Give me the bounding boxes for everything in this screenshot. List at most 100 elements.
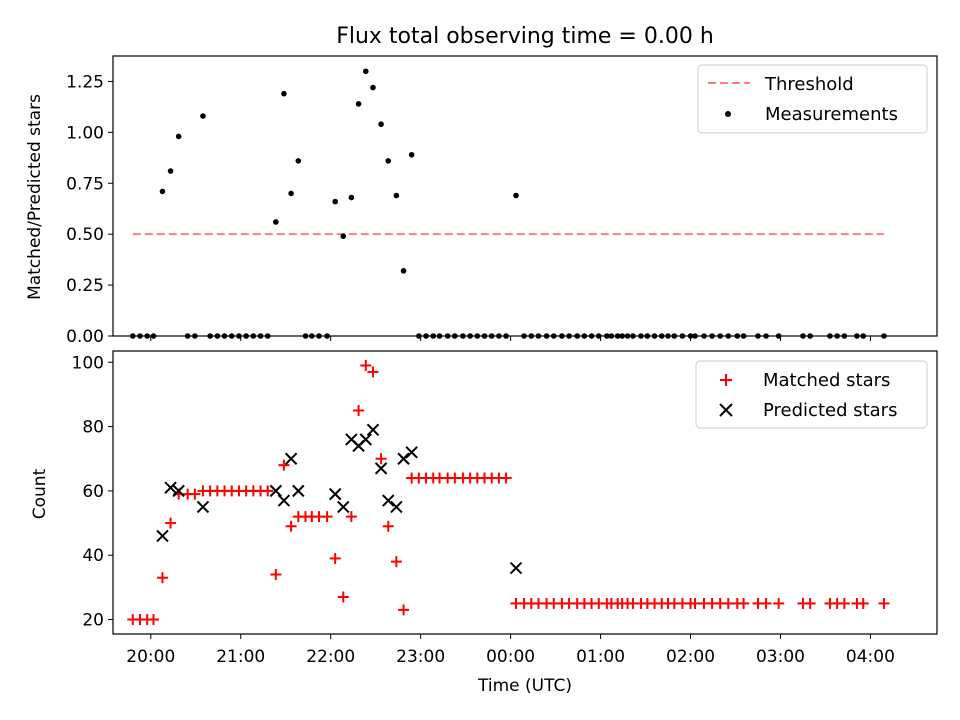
matched-star-point bbox=[353, 404, 365, 416]
bottom-y-tick-label: 60 bbox=[82, 482, 104, 502]
matched-star-point bbox=[773, 597, 785, 609]
x-tick-label: 03:00 bbox=[756, 647, 805, 667]
bottom-legend: Matched stars Predicted stars bbox=[695, 360, 928, 429]
bottom-y-tick-label: 40 bbox=[82, 546, 104, 566]
matched-star-point bbox=[838, 597, 850, 609]
matched-star-point bbox=[285, 520, 297, 532]
measurement-point bbox=[513, 192, 519, 199]
predicted-star-point bbox=[374, 462, 388, 475]
bottom-y-tick-label: 100 bbox=[72, 353, 104, 373]
measurement-point bbox=[159, 188, 166, 195]
top-legend-box bbox=[697, 64, 928, 134]
predicted-star-point bbox=[292, 484, 305, 498]
bottom-y-tick-label: 20 bbox=[82, 611, 104, 631]
predicted-star-point bbox=[156, 529, 169, 543]
predicted-star-point bbox=[269, 484, 283, 498]
measurement-point bbox=[332, 198, 338, 205]
top-axes-frame bbox=[112, 55, 938, 337]
measurement-point bbox=[273, 219, 279, 225]
measurement-point bbox=[288, 190, 294, 197]
matched-star-point bbox=[262, 485, 274, 497]
matched-star-point bbox=[382, 520, 394, 532]
predicted-legend-marker bbox=[719, 403, 733, 417]
matched-star-point bbox=[337, 591, 349, 603]
predicted-star-point bbox=[509, 561, 523, 575]
top-plot-area: 0.00 0.25 0.50 0.75 1.00 1.25 bbox=[66, 55, 938, 347]
top-y-tick-label: 0.50 bbox=[66, 225, 104, 245]
matched-star-point bbox=[500, 472, 512, 484]
bottom-axes-frame bbox=[112, 350, 938, 635]
matched-star-point bbox=[360, 359, 372, 371]
measurement-point bbox=[200, 113, 206, 119]
predicted-star-point bbox=[172, 484, 185, 498]
matched-star-point bbox=[345, 511, 357, 523]
top-y-tick-label: 1.25 bbox=[66, 72, 104, 92]
predicted-star-point bbox=[405, 446, 418, 459]
predicted-star-point bbox=[397, 452, 410, 465]
x-tick-label: 01:00 bbox=[576, 647, 625, 667]
top-y-axis-label: Matched/Predicted stars bbox=[25, 94, 45, 300]
bottom-legend-box bbox=[695, 360, 928, 429]
matched-star-point bbox=[857, 597, 869, 609]
matched-star-point bbox=[270, 569, 282, 581]
x-tick-label: 22:00 bbox=[306, 647, 355, 667]
measurement-point bbox=[340, 233, 347, 240]
matched-star-point bbox=[738, 597, 750, 609]
top-y-tick-label: 1.00 bbox=[66, 123, 104, 143]
matched-star-point bbox=[390, 556, 402, 568]
x-axis-label: Time (UTC) bbox=[477, 676, 572, 696]
predicted-star-point bbox=[164, 481, 177, 494]
matched-star-point bbox=[321, 511, 333, 523]
predicted-star-point bbox=[196, 500, 210, 514]
x-tick-label: 21:00 bbox=[216, 647, 265, 667]
matched-star-point bbox=[367, 366, 379, 378]
x-tick-label: 02:00 bbox=[666, 647, 715, 667]
matched-star-point bbox=[278, 459, 290, 471]
measurement-point bbox=[393, 192, 400, 199]
measurement-point bbox=[295, 158, 302, 164]
predicted-star-point bbox=[337, 500, 350, 514]
predicted-star-point bbox=[359, 433, 372, 446]
measurement-point bbox=[385, 158, 392, 164]
predicted-star-point bbox=[390, 500, 403, 514]
top-y-tick-label: 0.00 bbox=[66, 327, 104, 347]
predicted-star-point bbox=[328, 487, 342, 501]
legend-predicted-label: Predicted stars bbox=[763, 400, 897, 421]
measurement-point bbox=[408, 151, 415, 158]
matched-star-point bbox=[165, 517, 177, 529]
top-legend: Threshold Measurements bbox=[697, 64, 928, 134]
matched-star-point bbox=[804, 597, 816, 609]
bottom-plot-area: 20 40 60 80 100 20:00 21:00 22:00 23:00 00:00 01:0… bbox=[72, 350, 938, 667]
measurements-legend-marker bbox=[725, 111, 731, 117]
legend-matched-label: Matched stars bbox=[763, 370, 890, 391]
bottom-y-axis-label: Count bbox=[30, 468, 50, 519]
x-tick-label: 20:00 bbox=[126, 647, 175, 667]
top-chart-title: Flux total observing time = 0.00 h bbox=[336, 24, 714, 49]
predicted-star-point bbox=[277, 494, 291, 507]
matched-star-point bbox=[398, 604, 410, 616]
matched-star-point bbox=[329, 552, 341, 564]
matched-star-point bbox=[156, 572, 168, 584]
top-y-tick-label: 0.75 bbox=[66, 174, 104, 194]
measurement-point bbox=[362, 68, 369, 75]
measurement-point bbox=[378, 121, 384, 128]
top-y-tick-label: 0.25 bbox=[66, 276, 104, 296]
matched-legend-marker bbox=[720, 374, 732, 386]
predicted-star-point bbox=[284, 452, 298, 465]
x-tick-label: 04:00 bbox=[846, 647, 895, 667]
matched-star-point bbox=[878, 597, 890, 609]
matched-star-point bbox=[147, 614, 159, 626]
measurement-point bbox=[175, 133, 182, 140]
matched-star-point bbox=[375, 453, 387, 465]
legend-threshold-label: Threshold bbox=[764, 74, 854, 95]
bottom-y-tick-label: 80 bbox=[82, 418, 104, 438]
measurement-point bbox=[370, 84, 376, 91]
legend-measurements-label: Measurements bbox=[765, 104, 898, 125]
measurement-point bbox=[355, 101, 362, 107]
measurement-point bbox=[348, 194, 355, 201]
predicted-star-point bbox=[366, 423, 380, 436]
measurement-point bbox=[167, 168, 174, 174]
measurement-point bbox=[281, 90, 287, 97]
x-tick-label: 23:00 bbox=[396, 647, 445, 667]
